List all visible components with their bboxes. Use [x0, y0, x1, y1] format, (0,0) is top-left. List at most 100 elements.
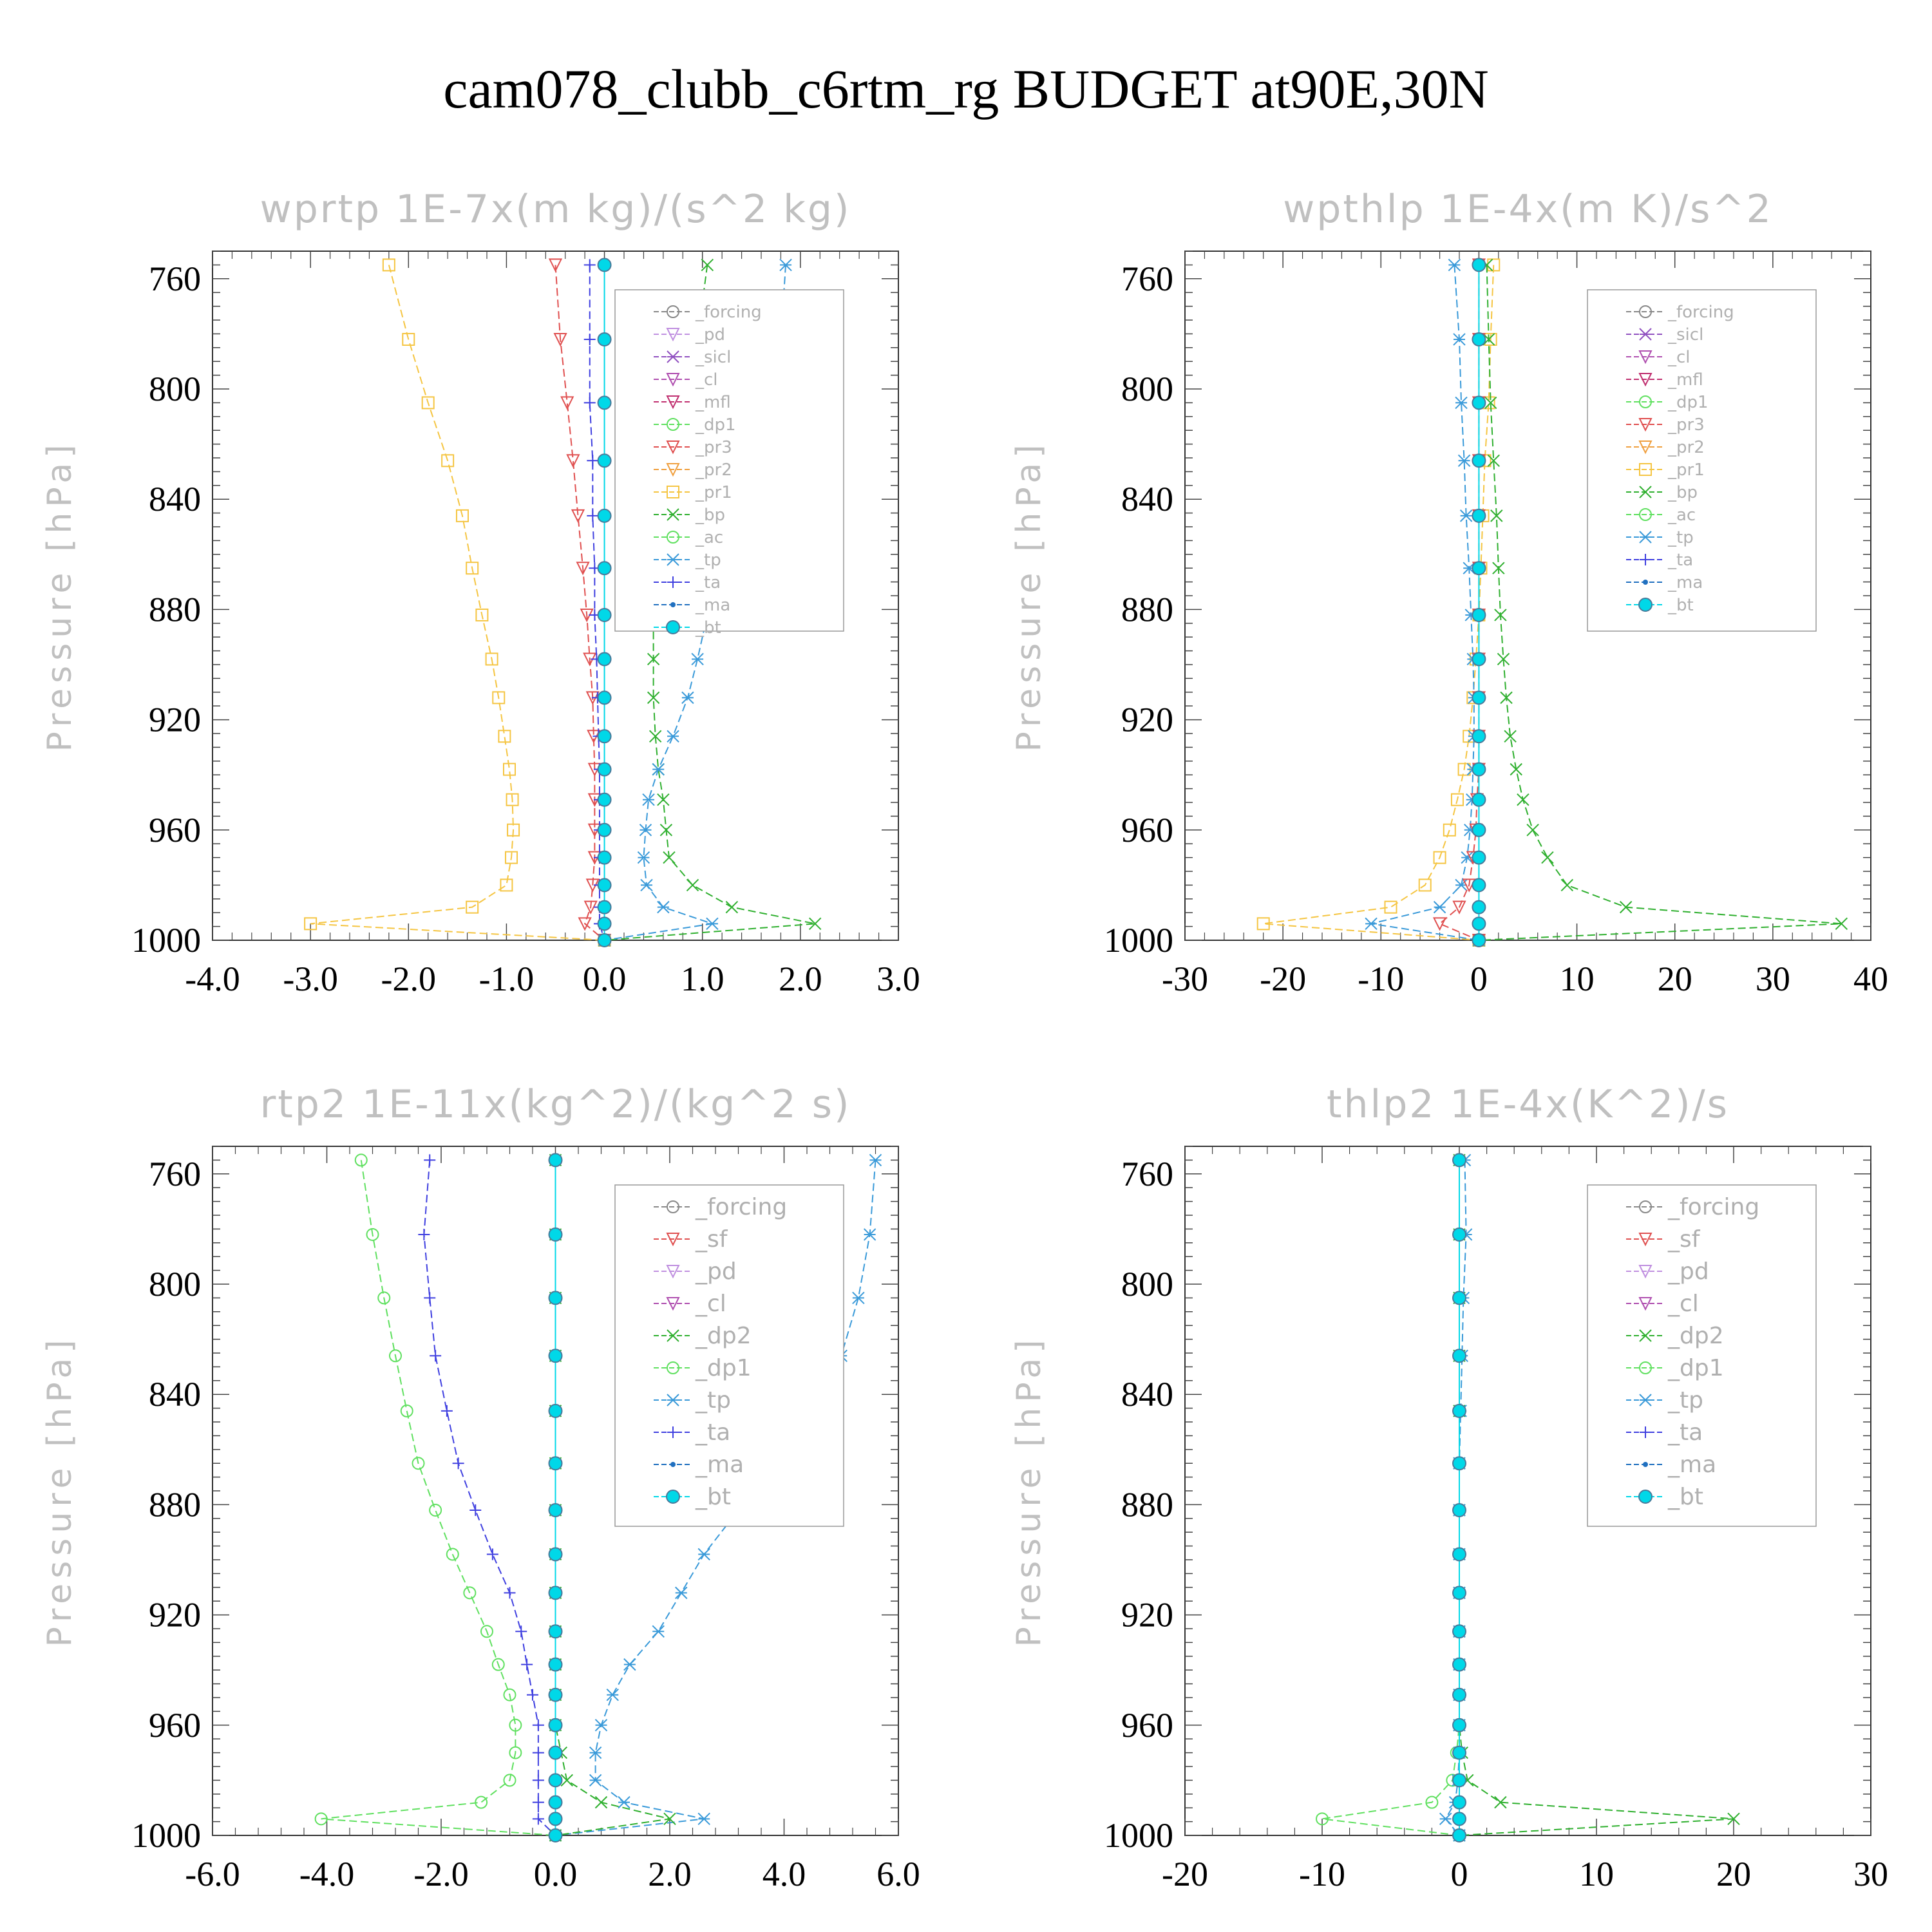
- data-point: [597, 332, 612, 346]
- legend-marker: [1638, 440, 1653, 455]
- x-tick-label: 0: [1470, 960, 1488, 998]
- data-point: [587, 509, 599, 522]
- legend-box: [614, 1184, 844, 1527]
- data-point: [1452, 1687, 1466, 1702]
- data-point: [706, 917, 719, 931]
- legend-entry: _bt: [1667, 596, 1694, 615]
- legend-marker: [1639, 463, 1652, 476]
- legend-marker: [1638, 1490, 1653, 1504]
- data-point: [1452, 1812, 1466, 1826]
- x-tick-label: -20: [1260, 960, 1306, 998]
- x-tick-label: 6.0: [876, 1855, 920, 1893]
- legend-marker: [667, 1426, 679, 1438]
- data-point: [589, 1746, 602, 1759]
- y-tick-label: 800: [1121, 370, 1173, 408]
- chart-panel-4: thlp2 1E-4x(K^2)/s Pressure [hPa] 760 800 84…: [1010, 1082, 1888, 1893]
- data-point: [548, 1227, 563, 1242]
- data-point: [869, 1153, 882, 1167]
- data-point: [424, 1154, 436, 1166]
- legend-entry: _mfl: [695, 393, 731, 412]
- data-point: [441, 454, 455, 468]
- legend-marker: [1638, 418, 1653, 432]
- data-point: [548, 1657, 563, 1672]
- data-point: [647, 652, 660, 666]
- data-point: [463, 1586, 477, 1600]
- data-point: [675, 1586, 688, 1600]
- data-point: [548, 258, 563, 272]
- legend-entry: _cl: [695, 370, 718, 390]
- y-axis-label: Pressure [hPa]: [1010, 440, 1048, 752]
- y-tick-label: 840: [149, 480, 201, 518]
- legend-entry: _ac: [695, 528, 723, 547]
- data-point: [1433, 900, 1446, 914]
- data-point: [618, 1795, 630, 1809]
- x-tick-label: -6.0: [185, 1855, 240, 1893]
- x-tick-label: 4.0: [762, 1855, 806, 1893]
- legend-entry: _dp2: [1667, 1323, 1724, 1349]
- data-point: [1433, 851, 1446, 864]
- data-point: [1517, 793, 1530, 806]
- data-point: [597, 508, 612, 523]
- series-line: [1479, 265, 1842, 941]
- data-point: [663, 1812, 676, 1826]
- legend-entry: _cl: [695, 1291, 726, 1317]
- y-tick-label: 920: [1121, 701, 1173, 739]
- data-point: [663, 851, 676, 864]
- legend-marker: [1639, 1329, 1652, 1342]
- data-point: [506, 793, 519, 806]
- data-point: [402, 332, 415, 346]
- data-point: [681, 691, 694, 705]
- data-point: [597, 850, 612, 865]
- legend-entry: _sicl: [695, 348, 731, 367]
- legend-marker: [667, 1329, 679, 1342]
- legend-marker: [666, 373, 680, 387]
- x-tick-label: 2.0: [648, 1855, 692, 1893]
- y-axis-label: Pressure [hPa]: [1010, 1335, 1048, 1647]
- data-point: [1472, 453, 1486, 468]
- figure-title: cam078_clubb_c6rtm_rg BUDGET at90E,30N: [443, 58, 1489, 120]
- data-point: [779, 258, 792, 272]
- data-point: [509, 1746, 522, 1759]
- x-tick-label: 10: [1560, 960, 1595, 998]
- data-point: [1452, 900, 1466, 914]
- data-point: [354, 1153, 368, 1167]
- legend-entry: _pd: [695, 325, 725, 345]
- data-point: [657, 900, 670, 914]
- data-point: [548, 1624, 563, 1639]
- y-axis-label: Pressure [hPa]: [41, 1335, 79, 1647]
- data-point: [1472, 933, 1486, 947]
- chart-panel-1: wprtp 1E-7x(m kg)/(s^2 kg) Pressure [hPa]…: [41, 187, 920, 998]
- data-point: [466, 562, 479, 575]
- data-point: [500, 878, 513, 892]
- x-tick-label: -10: [1358, 960, 1404, 998]
- y-tick-label: 760: [149, 1155, 201, 1193]
- y-tick-label: 960: [149, 811, 201, 849]
- data-point: [863, 1228, 876, 1241]
- legend-marker: [667, 486, 679, 498]
- legend-marker: [667, 576, 679, 588]
- y-tick-label: 920: [149, 1596, 201, 1634]
- legend-entry: _sicl: [1667, 325, 1703, 345]
- data-point: [430, 1350, 442, 1362]
- data-point: [1316, 1812, 1329, 1826]
- data-point: [1452, 1153, 1466, 1168]
- data-point: [597, 762, 612, 777]
- legend-marker: [1643, 1462, 1648, 1467]
- legend-entry: _ma: [695, 596, 730, 615]
- y-tick-label: 840: [1121, 1375, 1173, 1414]
- data-point: [548, 1828, 563, 1842]
- legend-entry: _pr3: [695, 438, 732, 457]
- data-point: [548, 1153, 563, 1168]
- data-point: [852, 1291, 865, 1305]
- data-point: [314, 1812, 328, 1826]
- data-point: [1452, 1291, 1466, 1305]
- legend-entry: _sf: [695, 1226, 728, 1253]
- data-point: [469, 1504, 482, 1516]
- legend-marker: [1639, 531, 1652, 544]
- legend-marker: [667, 508, 679, 521]
- data-point: [1453, 333, 1466, 346]
- data-point: [1472, 762, 1486, 777]
- data-point: [466, 900, 479, 914]
- panel-title: wprtp 1E-7x(m kg)/(s^2 kg): [260, 187, 851, 232]
- data-point: [642, 793, 655, 806]
